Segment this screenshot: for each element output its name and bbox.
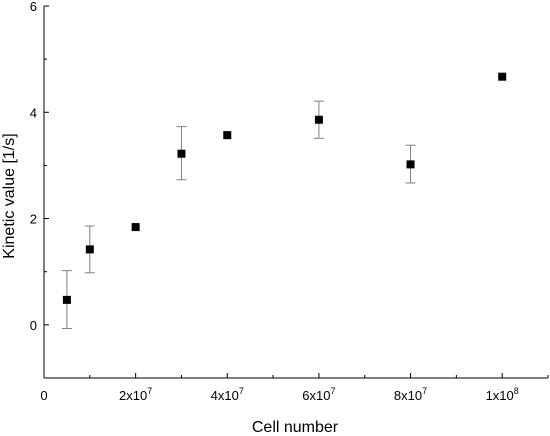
x-axis-label: Cell number [252,419,339,436]
x-tick-mantissa: 4x10 [211,388,239,403]
y-ticks: 0 2 4 6 [30,0,49,379]
x-tick-mantissa: 2x10 [119,388,147,403]
x-tick-mantissa: 6x10 [302,388,330,403]
x-tick-exponent: 7 [331,386,336,396]
error-bars [61,100,416,330]
x-tick-mantissa: 0 [40,388,47,403]
x-tick-exponent: 7 [422,386,427,396]
x-tick-label: 2x107 [119,386,152,403]
x-tick-mantissa: 8x10 [394,388,422,403]
y-tick-label: 2 [30,212,37,227]
data-point [62,295,71,304]
y-tick-label: 0 [30,318,37,333]
x-tick-label: 6x107 [302,386,335,403]
y-tick-label: 4 [30,105,37,120]
data-markers [62,72,507,304]
x-tick-label: 0 [40,388,47,403]
axes [43,6,548,379]
data-point [85,245,94,254]
x-tick-mantissa: 1x10 [486,388,514,403]
y-tick-label: 6 [30,0,37,14]
x-tick-exponent: 7 [239,386,244,396]
data-point [223,131,232,140]
x-tick-label: 8x107 [394,386,427,403]
x-ticks: 0 2x107 4x107 6x107 8x107 1x108 [40,373,549,403]
data-point [498,72,507,81]
data-point [314,115,323,124]
data-point [177,149,186,158]
data-point [131,223,140,232]
y-axis-label: Kinetic value [1/s] [1,133,18,258]
x-tick-label: 1x108 [486,386,519,403]
x-tick-exponent: 7 [147,386,152,396]
x-tick-label: 4x107 [211,386,244,403]
data-point [406,160,415,169]
x-tick-exponent: 8 [514,386,519,396]
